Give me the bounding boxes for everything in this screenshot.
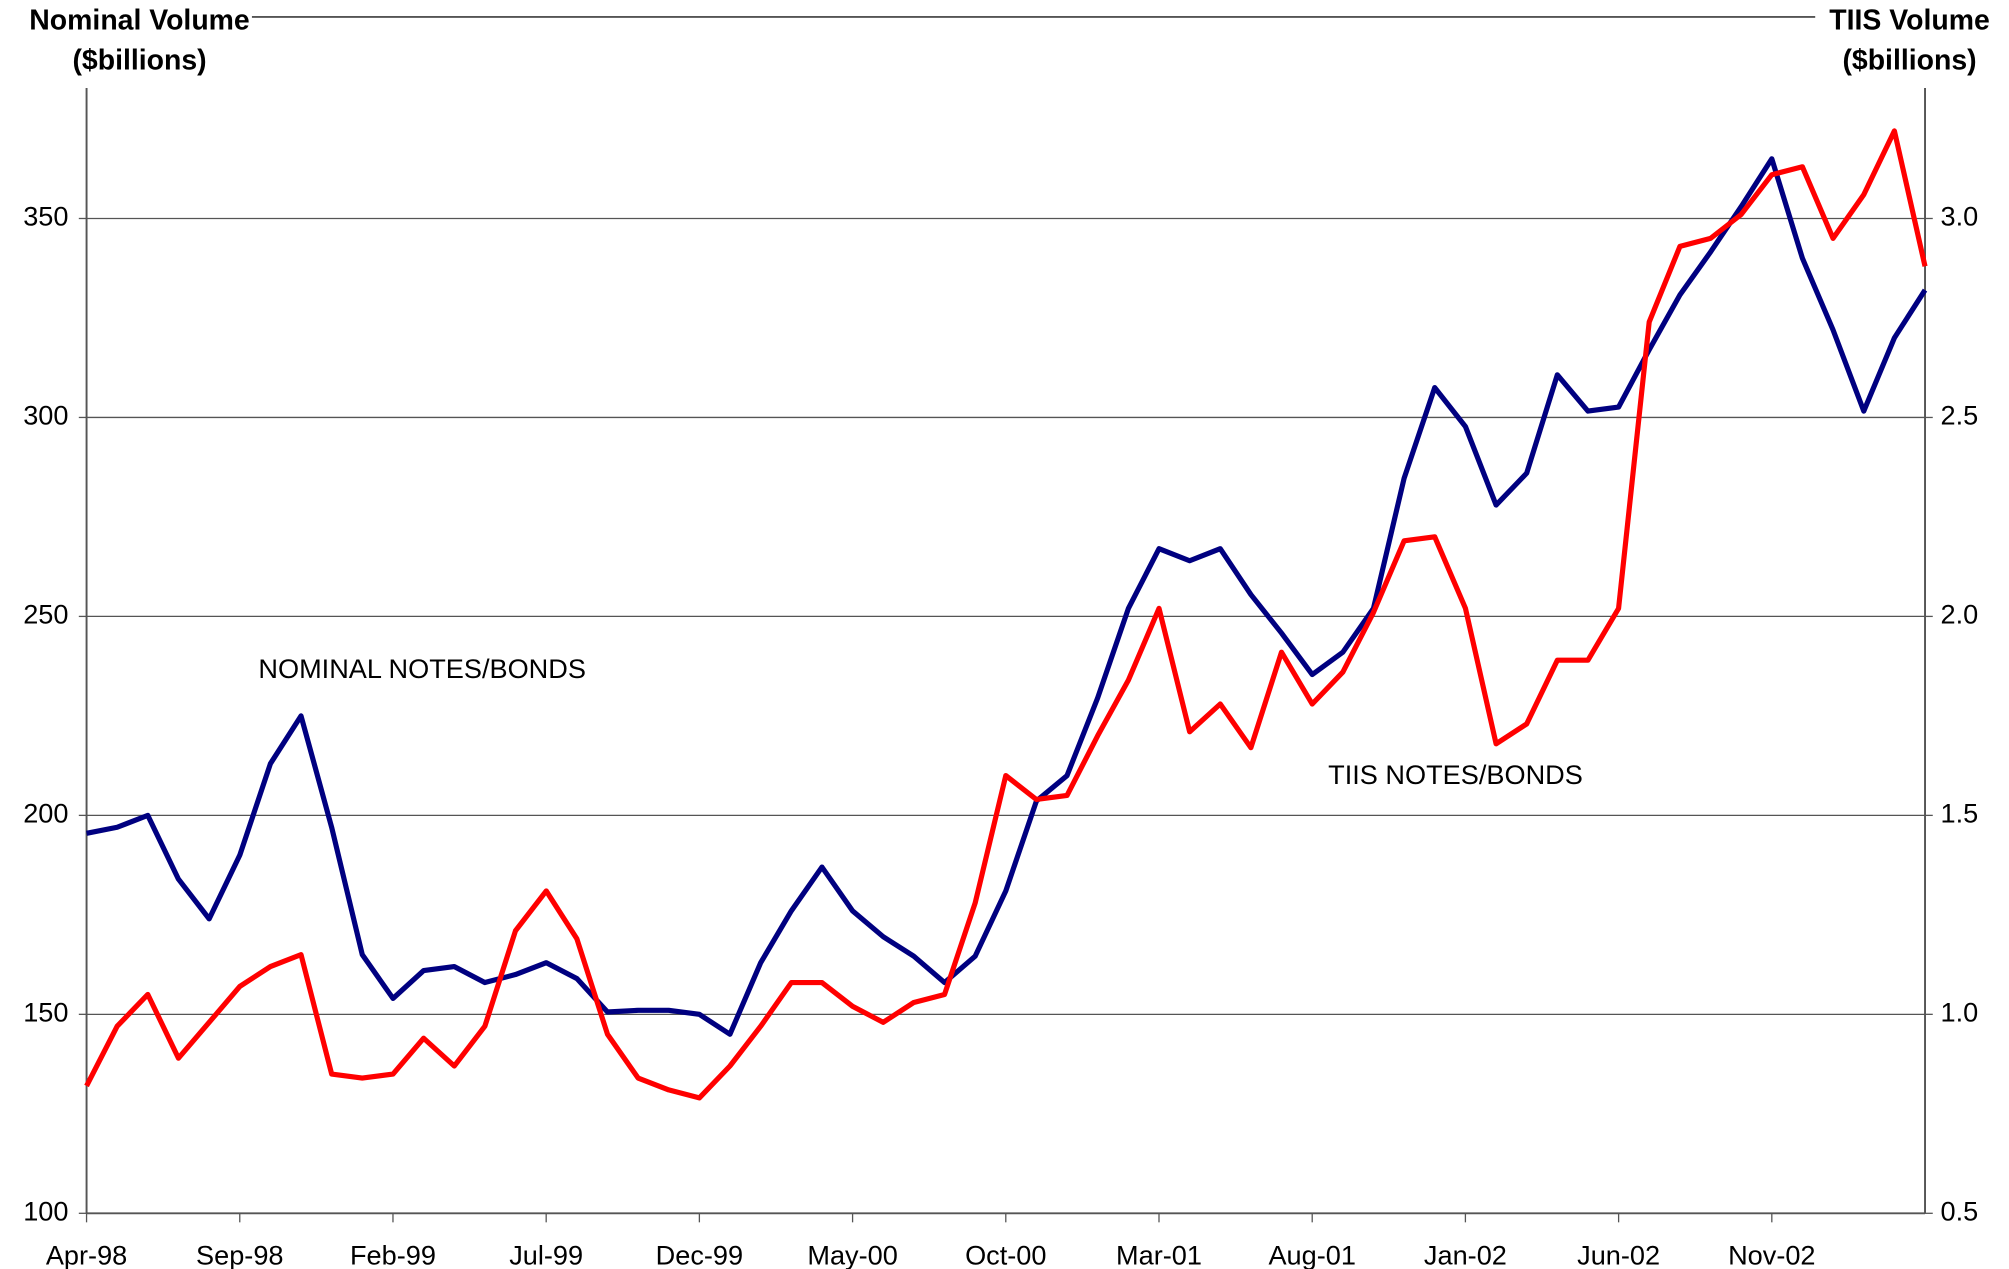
y2-tick-label: 0.5 <box>1941 1195 1979 1226</box>
y-tick-label: 100 <box>23 1195 68 1226</box>
y2-axis-title: ($billions) <box>1842 45 1976 77</box>
y-tick-label: 300 <box>23 400 68 431</box>
x-tick-label: Jul-99 <box>509 1239 583 1269</box>
annotation: NOMINAL NOTES/BONDS <box>258 653 586 684</box>
x-tick-label: Mar-01 <box>1116 1239 1202 1269</box>
x-tick-label: May-00 <box>807 1239 897 1269</box>
x-tick-label: Oct-00 <box>965 1239 1046 1269</box>
x-tick-label: Aug-01 <box>1268 1239 1355 1269</box>
y-axis-title: ($billions) <box>72 45 206 77</box>
y-tick-label: 200 <box>23 798 68 829</box>
y-tick-label: 350 <box>23 201 68 232</box>
x-tick-label: Dec-99 <box>656 1239 743 1269</box>
data-line <box>86 156 1928 1037</box>
y2-tick-label: 2.0 <box>1941 599 1979 630</box>
x-tick-label: Sep-98 <box>196 1239 283 1269</box>
y-tick-label: 150 <box>23 997 68 1028</box>
data-line <box>84 128 1928 1101</box>
annotation: TIIS NOTES/BONDS <box>1328 759 1583 790</box>
y-tick-label: 250 <box>23 599 68 630</box>
y2-axis-title: TIIS Volume <box>1829 5 1989 37</box>
y2-tick-label: 1.5 <box>1941 798 1979 829</box>
y-axis-title: Nominal Volume <box>29 5 249 37</box>
x-tick-label: Nov-02 <box>1728 1239 1815 1269</box>
x-tick-label: Jun-02 <box>1577 1239 1660 1269</box>
x-tick-label: Jan-02 <box>1424 1239 1507 1269</box>
y2-tick-label: 2.5 <box>1941 400 1979 431</box>
x-tick-label: Apr-98 <box>46 1239 127 1269</box>
y2-tick-label: 1.0 <box>1941 997 1979 1028</box>
y2-tick-label: 3.0 <box>1941 201 1979 232</box>
x-tick-label: Feb-99 <box>350 1239 436 1269</box>
